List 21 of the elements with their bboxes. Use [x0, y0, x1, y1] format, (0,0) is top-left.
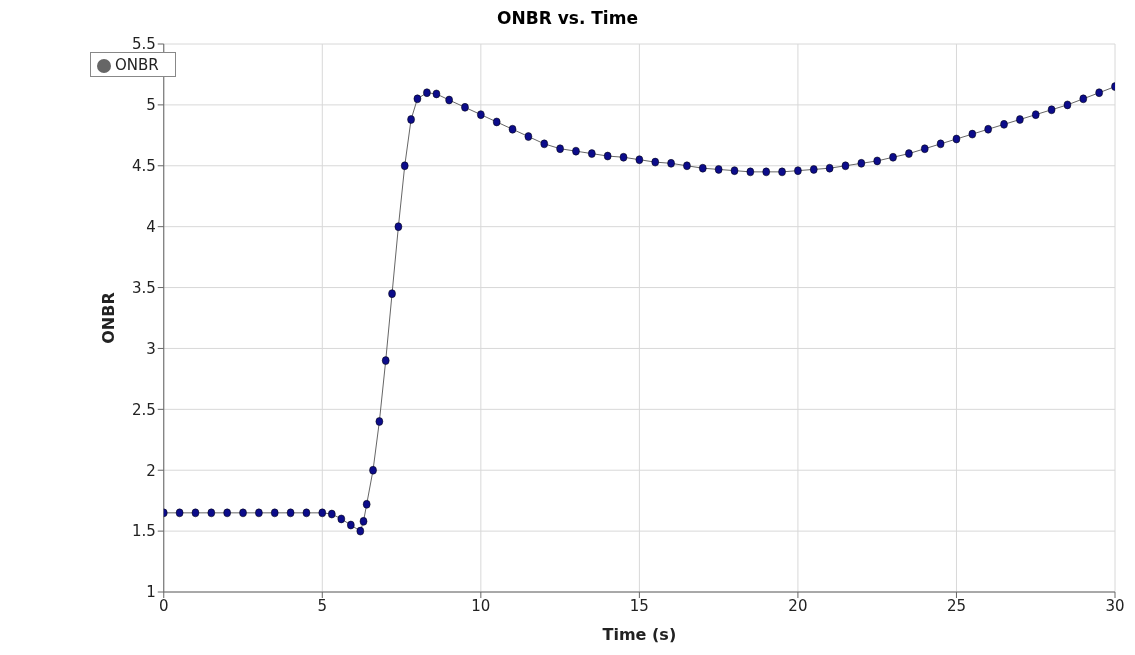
y-tick-label: 3	[146, 339, 156, 358]
x-tick-label: 20	[788, 596, 808, 615]
x-tick-label: 0	[158, 596, 169, 615]
x-tick-label: 30	[1105, 596, 1125, 615]
y-tick-label: 3.5	[131, 278, 156, 297]
x-tick-label: 5	[317, 596, 328, 615]
x-axis-title: Time (s)	[602, 625, 677, 644]
y-tick-label: 1.5	[131, 522, 156, 541]
chart-title: ONBR vs. Time	[496, 8, 639, 30]
y-tick-label: 2.5	[131, 400, 156, 419]
y-tick-label: 5	[146, 96, 156, 115]
y-tick-label: 4.5	[131, 157, 156, 176]
y-tick-label: 5.5	[131, 35, 156, 54]
y-tick-label: 2	[146, 461, 156, 480]
x-tick-label: 15	[629, 596, 649, 615]
y-axis-title: ONBR	[99, 292, 119, 344]
y-tick-label: 4	[146, 217, 156, 236]
x-tick-label: 10	[471, 596, 491, 615]
x-tick-label: 25	[946, 596, 967, 615]
legend-label: ONBR	[115, 56, 159, 74]
y-tick-label: 1	[146, 583, 156, 602]
